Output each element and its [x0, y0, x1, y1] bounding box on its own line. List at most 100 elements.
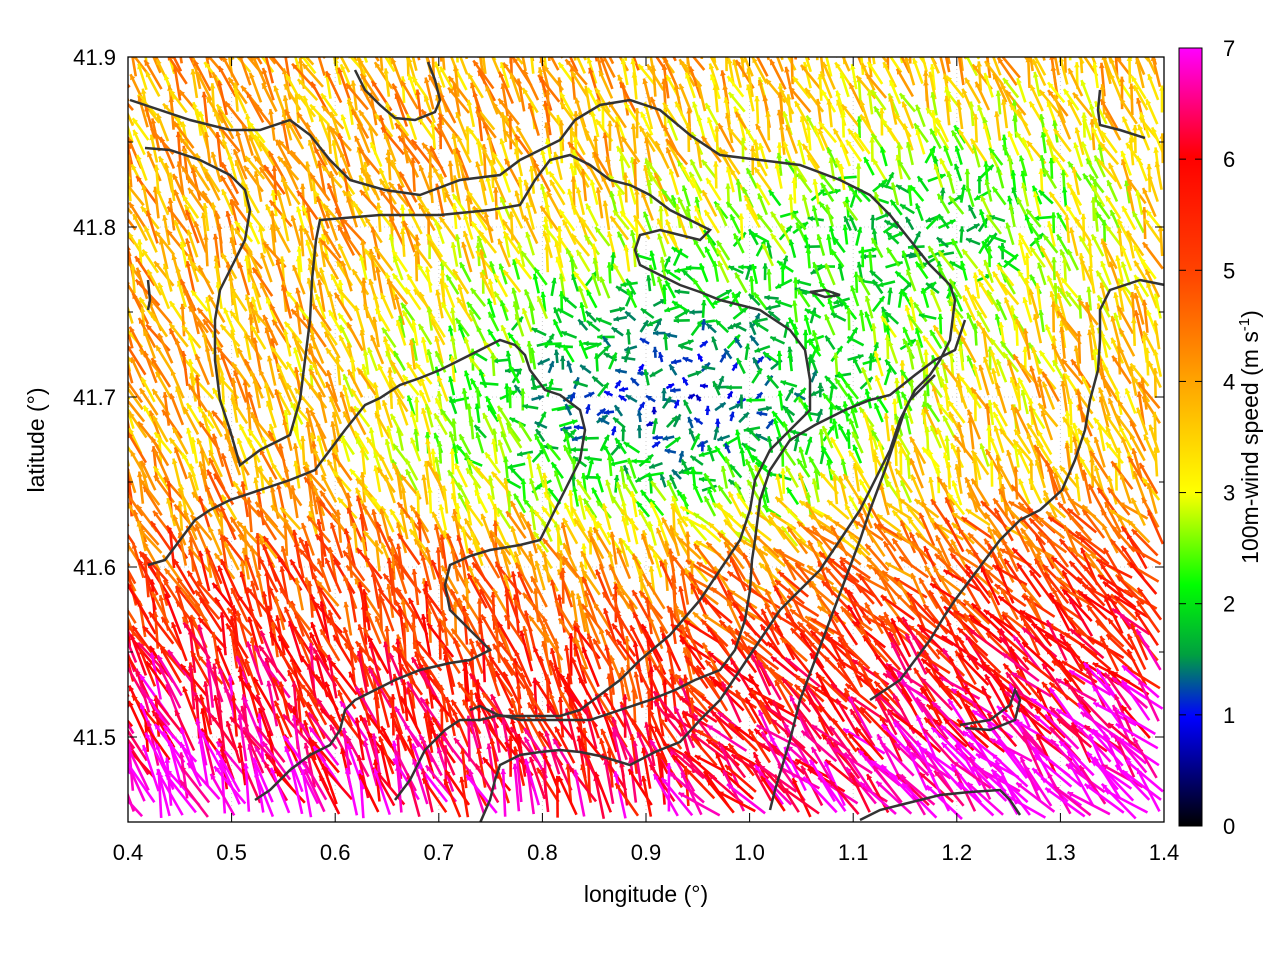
wind-arrow-head [385, 102, 391, 108]
wind-arrow [998, 57, 1001, 60]
wind-arrow [170, 57, 175, 60]
wind-arrow-shaft [152, 57, 162, 74]
wind-arrow [1099, 84, 1106, 115]
wind-arrow-head [874, 106, 880, 113]
wind-arrow-head [362, 33, 367, 39]
wind-arrow-head [754, 96, 760, 102]
wind-arrow-head [965, 57, 971, 60]
wind-arrow-head [483, 37, 488, 43]
wind-arrow-head [850, 64, 856, 70]
wind-arrow-head [558, 62, 565, 69]
wind-arrow-shaft [568, 57, 579, 73]
wind-arrow [1002, 77, 1020, 99]
wind-arrow-head [439, 39, 445, 45]
wind-arrow [375, 202, 382, 232]
wind-arrow-head [374, 62, 381, 69]
wind-arrow-shaft [216, 131, 223, 168]
wind-arrow-shaft [864, 72, 888, 99]
wind-arrow [1033, 191, 1042, 217]
wind-arrow [959, 57, 964, 72]
wind-arrow [385, 101, 395, 130]
wind-arrow [544, 244, 550, 273]
wind-arrow-head [712, 84, 719, 91]
wind-arrow-head [136, 239, 143, 245]
wind-arrow-head [240, 179, 247, 185]
wind-arrow-head [217, 80, 223, 87]
wind-arrow-head [111, 84, 117, 90]
wind-arrow-head [263, 49, 269, 55]
wind-arrow-shaft [804, 57, 813, 73]
wind-arrow-head [907, 32, 913, 37]
wind-arrow [192, 59, 212, 92]
wind-arrow-head [416, 30, 421, 36]
wind-arrow-head [735, 111, 741, 118]
wind-arrow-head [929, 64, 936, 70]
wind-arrow [649, 96, 665, 129]
wind-arrow-head [841, 36, 847, 41]
wind-arrow [203, 234, 209, 267]
wind-arrow-head [285, 109, 291, 116]
wind-arrow-head [663, 57, 669, 64]
wind-arrow-head [1131, 76, 1137, 83]
wind-arrow [1039, 245, 1055, 272]
wind-arrow [688, 66, 703, 99]
wind-arrow-head [302, 95, 309, 102]
wind-arrow [407, 208, 423, 235]
wind-arrow-head [869, 214, 876, 221]
wind-arrow [895, 68, 915, 98]
wind-arrow-head [723, 42, 729, 47]
wind-arrow [869, 214, 876, 230]
wind-arrow-head [692, 101, 698, 108]
wind-arrow [994, 111, 1002, 141]
wind-arrow-shaft [1029, 57, 1034, 72]
wind-arrow [954, 145, 963, 165]
wind-arrow [190, 68, 199, 99]
wind-arrow [232, 82, 239, 112]
wind-arrow-head [242, 50, 248, 56]
wind-arrow-head [244, 35, 249, 41]
wind-arrow [646, 275, 652, 292]
wind-arrow [564, 58, 588, 86]
wind-arrow [614, 121, 625, 153]
wind-arrow-shaft [1063, 57, 1067, 73]
wind-arrow [1136, 155, 1149, 182]
wind-arrow [661, 64, 670, 99]
wind-arrow-head [1073, 92, 1079, 99]
wind-arrow-shaft [588, 67, 601, 102]
wind-arrow [1012, 57, 1015, 58]
wind-arrow [439, 66, 455, 91]
wind-arrow-shaft [655, 57, 667, 72]
wind-arrow [878, 107, 885, 136]
wind-arrow [842, 224, 849, 245]
wind-arrow-head [930, 92, 936, 98]
wind-arrow [1032, 71, 1041, 97]
wind-arrow-head [178, 32, 183, 38]
wind-arrow-shaft [268, 57, 277, 65]
wind-arrow-head [165, 40, 170, 46]
wind-arrow-shaft [133, 57, 150, 76]
wind-arrow-head [415, 89, 421, 96]
wind-arrow-head [546, 31, 551, 37]
wind-arrow-head [653, 33, 658, 39]
wind-arrow [500, 111, 508, 143]
wind-arrow-head [806, 115, 812, 122]
wind-arrow-head [543, 65, 550, 72]
wind-arrow [230, 57, 235, 61]
wind-arrow [1016, 77, 1027, 103]
wind-arrow [901, 250, 911, 272]
wind-arrow-head [722, 84, 728, 90]
wind-arrow-head [151, 128, 157, 135]
wind-arrow [850, 63, 858, 90]
wind-arrow-head [340, 114, 347, 121]
wind-arrow-shaft [755, 57, 769, 77]
wind-arrow-shaft [1118, 57, 1122, 62]
wind-arrow [1118, 57, 1122, 62]
wind-arrow-head [1136, 98, 1142, 104]
wind-arrow [484, 85, 499, 115]
wind-arrow [901, 101, 915, 129]
wind-arrow-shaft [128, 97, 130, 102]
wind-arrow-head [1109, 58, 1115, 64]
wind-arrow-head [1119, 76, 1125, 82]
wind-arrow-head [619, 82, 625, 88]
wind-arrow [929, 63, 936, 91]
